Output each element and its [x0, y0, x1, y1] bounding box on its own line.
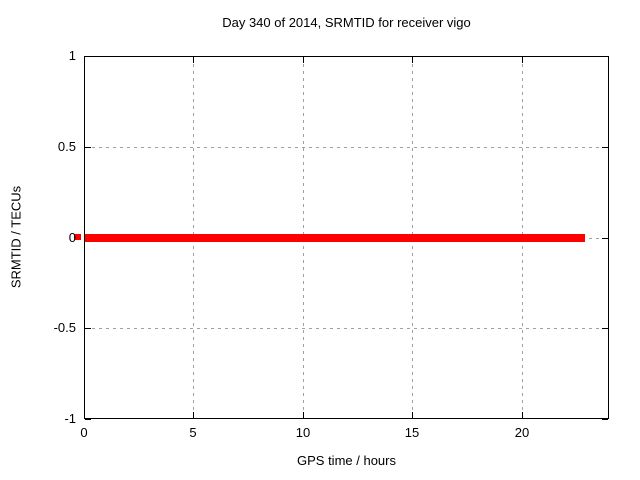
y-tick-right [602, 147, 608, 148]
y-tick-left [85, 56, 91, 57]
x-tick-label: 10 [295, 425, 311, 440]
x-axis-label: GPS time / hours [297, 453, 396, 468]
x-tick-bottom [84, 412, 85, 418]
y-tick-label: -1 [64, 411, 76, 426]
y-tick-right [602, 419, 608, 420]
y-tick-left [85, 419, 91, 420]
x-tick-bottom [412, 412, 413, 418]
x-tick-label: 0 [80, 425, 88, 440]
series-line-srmtid [85, 233, 585, 242]
y-tick-left [85, 147, 91, 148]
y-tick-label: 0.5 [57, 139, 76, 154]
y-tick-label: -0.5 [53, 320, 76, 335]
x-tick-label: 5 [189, 425, 197, 440]
x-tick-top [412, 57, 413, 63]
x-tick-bottom [522, 412, 523, 418]
y-gridline [85, 147, 608, 148]
series-zero-axis-cap [74, 234, 81, 240]
x-tick-top [303, 57, 304, 63]
y-tick-right [602, 56, 608, 57]
x-tick-label: 15 [404, 425, 420, 440]
y-tick-label: 0 [68, 230, 76, 245]
y-tick-left [85, 328, 91, 329]
y-tick-right [602, 238, 608, 239]
y-tick-label: 1 [68, 48, 76, 63]
x-tick-top [522, 57, 523, 63]
y-axis-label: SRMTID / TECUs [8, 185, 24, 289]
x-tick-top [193, 57, 194, 63]
x-tick-bottom [193, 412, 194, 418]
y-tick-right [602, 328, 608, 329]
y-gridline [85, 328, 608, 329]
x-tick-bottom [303, 412, 304, 418]
x-tick-label: 20 [514, 425, 530, 440]
x-tick-top [84, 57, 85, 63]
chart-title: Day 340 of 2014, SRMTID for receiver vig… [222, 15, 471, 30]
